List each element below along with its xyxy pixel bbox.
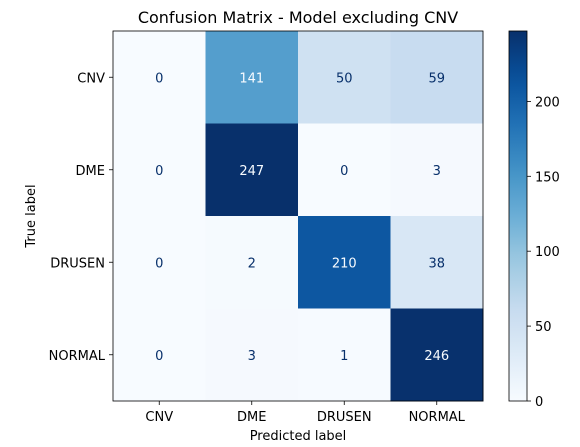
heatmap-cell xyxy=(298,216,391,309)
heatmap-cell xyxy=(205,308,299,402)
heatmap-cell xyxy=(113,123,206,217)
cell-value-label: 210 xyxy=(332,256,357,271)
colorbar-tick-label: 150 xyxy=(535,170,560,185)
x-tick-label: CNV xyxy=(145,410,173,425)
y-tick-label: DME xyxy=(76,164,105,179)
colorbar-ticks: 0 50 100 150 200 xyxy=(527,95,560,410)
cell-value-label: 0 xyxy=(155,349,163,364)
y-axis-ticks: CNV DME DRUSEN NORMAL xyxy=(49,71,113,364)
y-tick-label: DRUSEN xyxy=(50,256,105,271)
cell-value-label: 1 xyxy=(340,349,348,364)
heatmap-cell xyxy=(205,123,299,217)
cell-value-label: 2 xyxy=(248,256,256,271)
cell-value-label: 59 xyxy=(428,71,445,86)
x-tick-label: DME xyxy=(237,410,266,425)
cell-value-label: 247 xyxy=(239,164,264,179)
cell-value-label: 50 xyxy=(336,71,353,86)
cell-value-label: 141 xyxy=(239,71,264,86)
cell-value-label: 0 xyxy=(155,164,163,179)
cell-value-label: 0 xyxy=(155,71,163,86)
cell-value-label: 3 xyxy=(433,164,441,179)
cell-value-label: 0 xyxy=(340,164,348,179)
heatmap-cells: 0 141 50 59 0 247 0 3 0 2 210 38 0 3 1 246 xyxy=(113,31,484,402)
plot-frame xyxy=(112,30,484,402)
heatmap-cell xyxy=(113,31,206,124)
colorbar-tick-label: 50 xyxy=(535,320,552,335)
colorbar-tick-label: 0 xyxy=(535,395,543,410)
x-tick-label: NORMAL xyxy=(409,410,466,425)
heatmap-cell xyxy=(113,216,206,309)
y-tick-label: CNV xyxy=(77,71,105,86)
x-axis-ticks: CNV DME DRUSEN NORMAL xyxy=(145,401,466,425)
heatmap-cell xyxy=(390,31,484,124)
heatmap-cell xyxy=(298,123,391,217)
colorbar-tick-label: 200 xyxy=(535,95,560,110)
chart-title: Confusion Matrix - Model excluding CNV xyxy=(138,8,458,27)
cell-value-label: 246 xyxy=(424,349,449,364)
cell-value-label: 0 xyxy=(155,256,163,271)
heatmap-cell xyxy=(205,31,299,124)
colorbar xyxy=(508,30,528,402)
x-tick-label: DRUSEN xyxy=(317,410,372,425)
colorbar-tick-label: 100 xyxy=(535,245,560,260)
heatmap-cell xyxy=(298,308,391,402)
heatmap-cell xyxy=(390,123,484,217)
heatmap-cell xyxy=(390,216,484,309)
y-tick-label: NORMAL xyxy=(49,349,106,364)
heatmap-cell xyxy=(113,308,206,402)
heatmap-cell xyxy=(390,308,484,402)
cell-value-label: 3 xyxy=(248,349,256,364)
heatmap-cell xyxy=(205,216,299,309)
cell-value-label: 38 xyxy=(428,256,445,271)
heatmap-cell xyxy=(298,31,391,124)
x-axis-label: Predicted label xyxy=(250,429,347,444)
y-axis-label: True label xyxy=(24,184,39,248)
